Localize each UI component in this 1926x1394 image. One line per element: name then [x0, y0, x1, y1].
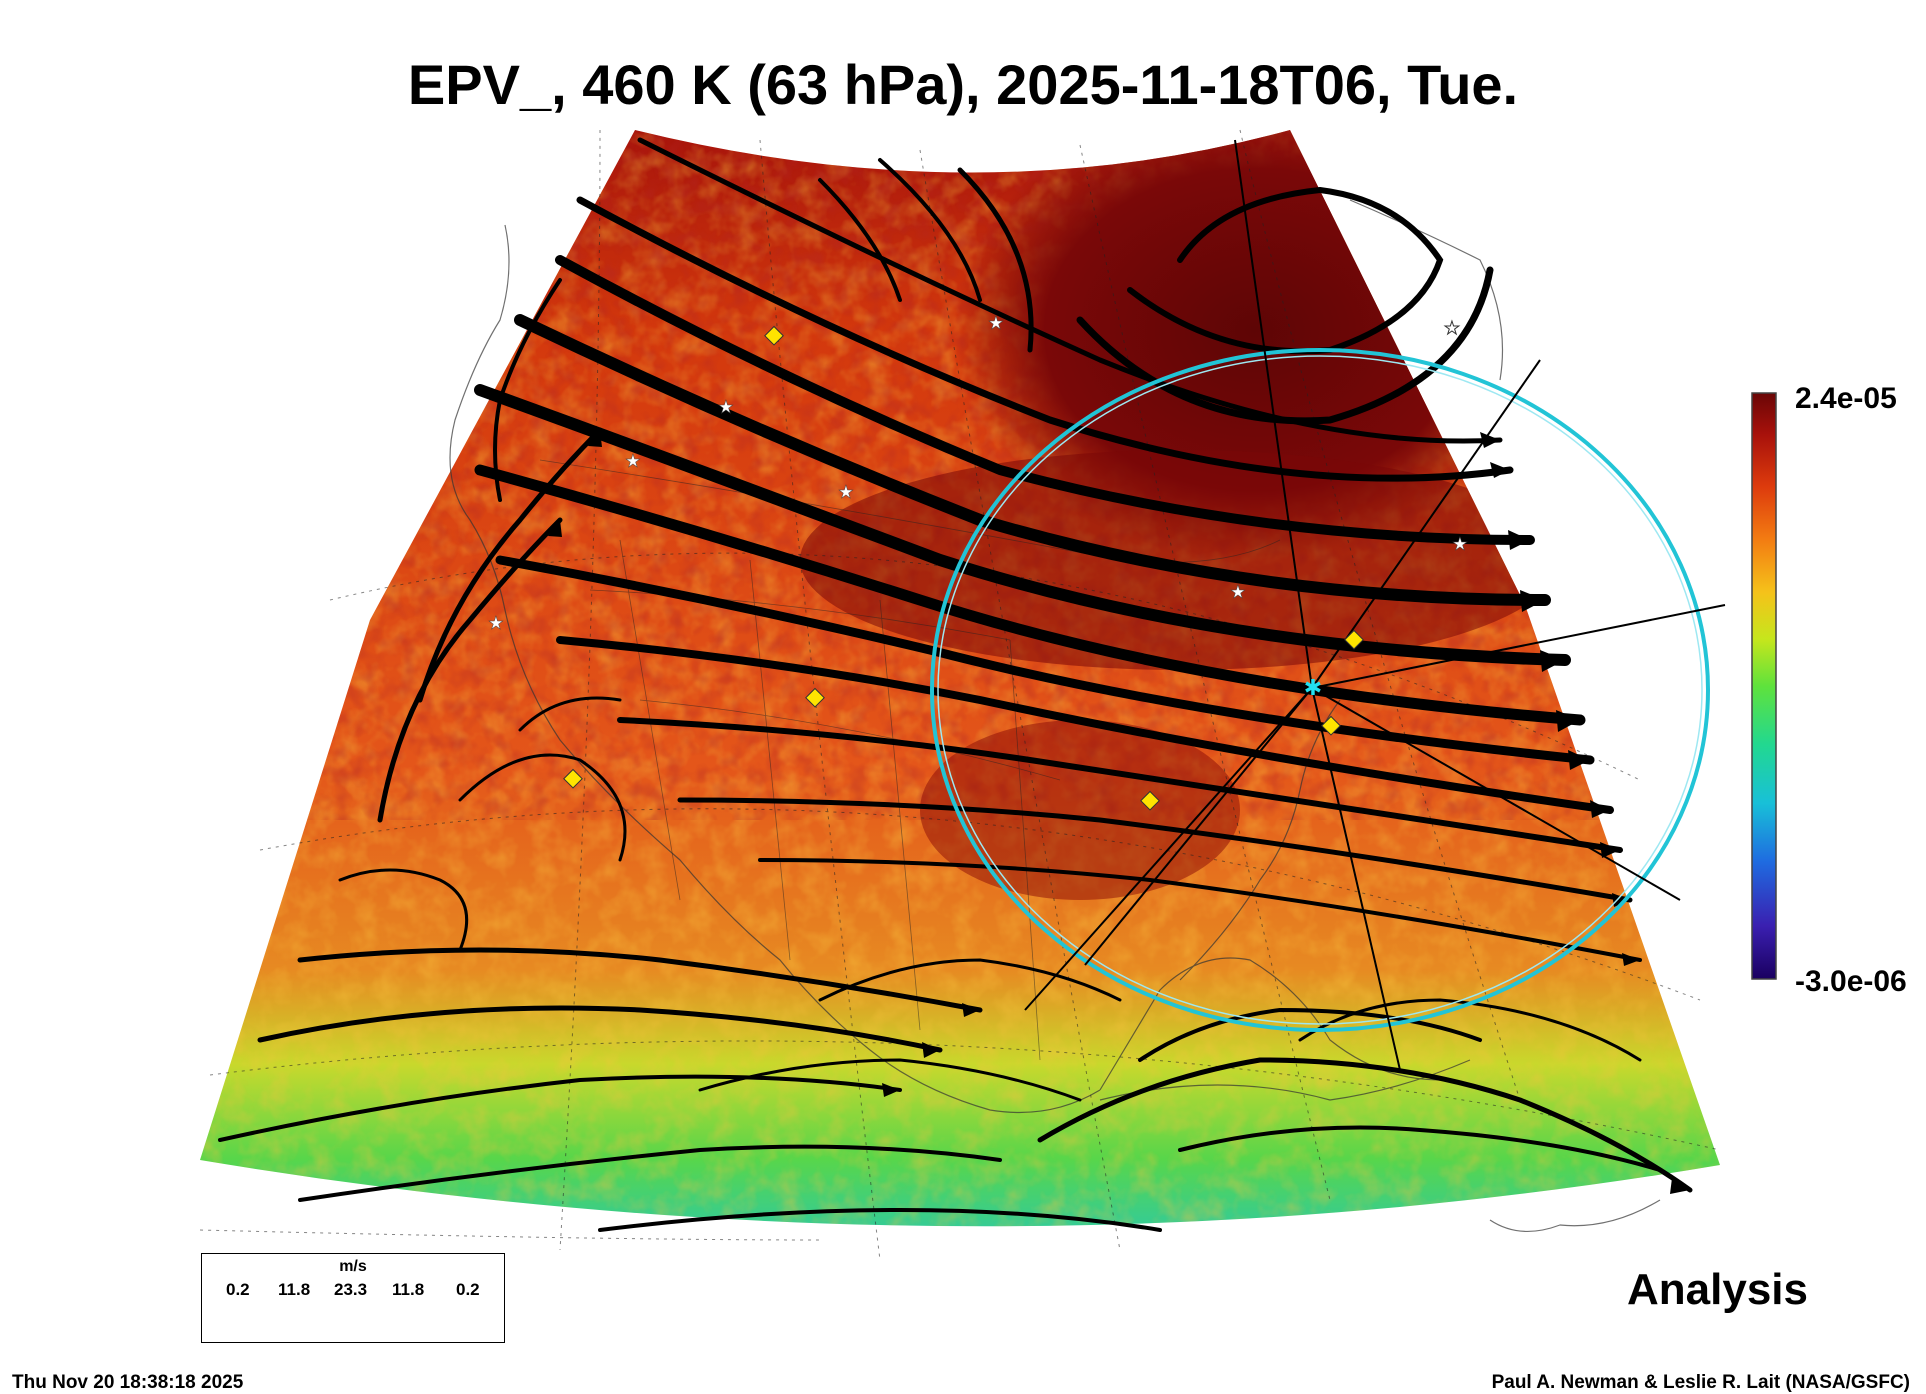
colorbar [1751, 392, 1777, 980]
wind-streamlines [218, 137, 1693, 1232]
yellow-diamond-marker [1344, 629, 1364, 650]
colorbar-max-label: 2.4e-05 [1795, 382, 1897, 415]
white-star-marker: ★ [988, 313, 1004, 334]
political-borders [539, 459, 1281, 1061]
legend-label: 23.3 [334, 1280, 368, 1299]
yellow-diamond-marker [563, 768, 583, 789]
white-star-marker: ★ [488, 613, 504, 634]
yellow-diamond-marker [1321, 715, 1341, 736]
white-star-marker: ★ [1452, 534, 1468, 555]
timestamp: Thu Nov 20 18:38:18 2025 [12, 1372, 244, 1393]
station-markers: ★ ★ ★ ★ ★ ★ ★ ★ ✱ [488, 313, 1468, 811]
legend-unit: m/s [339, 1258, 367, 1275]
cyan-star-marker: ✱ [1304, 676, 1322, 701]
white-star-marker: ★ [718, 397, 734, 418]
yellow-diamond-marker [1140, 790, 1160, 811]
legend-label: 11.8 [392, 1280, 425, 1299]
coastlines [449, 199, 1661, 1233]
ring-rays [1024, 139, 1726, 1071]
white-star-marker: ★ [625, 451, 641, 472]
analysis-label: Analysis [1627, 1265, 1808, 1314]
legend-label: 0.2 [226, 1280, 250, 1299]
credit: Paul A. Newman & Leslie R. Lait (NASA/GS… [1491, 1372, 1910, 1393]
legend-label: 11.8 [278, 1280, 311, 1299]
white-star-marker: ★ [1230, 582, 1246, 603]
page-title: EPV_, 460 K (63 hPa), 2025-11-18T06, Tue… [407, 53, 1519, 116]
streamline-arrows [548, 430, 1690, 1194]
yellow-diamond-marker [764, 325, 784, 346]
outline-star-marker: ★ [1444, 318, 1460, 339]
yellow-diamond-marker [805, 687, 825, 708]
wind-speed-legend: m/s 0.2 11.8 23.3 11.8 0.2 [201, 1253, 505, 1343]
white-star-marker: ★ [838, 482, 854, 503]
colorbar-min-label: -3.0e-06 [1795, 965, 1907, 998]
legend-label: 0.2 [456, 1280, 480, 1299]
range-ring [930, 348, 1710, 1032]
